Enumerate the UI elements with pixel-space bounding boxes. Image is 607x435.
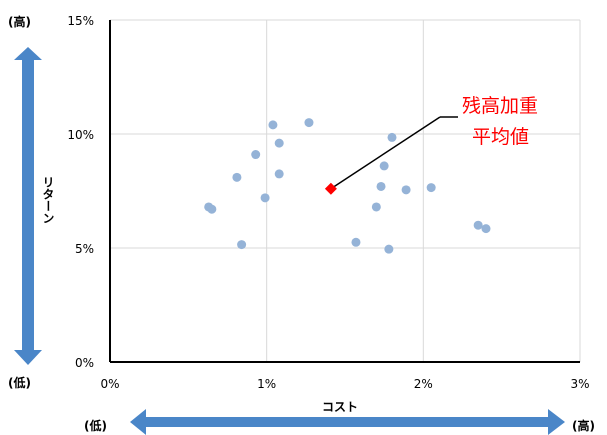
annotation-leader-line <box>333 116 441 188</box>
x-tick-label-2: 2% <box>414 377 433 391</box>
y-arrow-shape <box>14 47 42 365</box>
data-point-1 <box>207 204 217 214</box>
data-point-4 <box>251 150 261 160</box>
data-point-15 <box>387 132 397 142</box>
grid-lines <box>110 19 581 362</box>
x-axis-label: コスト <box>322 400 358 414</box>
data-point-16 <box>401 185 411 195</box>
x-tick-label-0: 0% <box>100 377 119 391</box>
data-point-19 <box>481 224 491 234</box>
y-tick-label-1: 5% <box>75 242 94 256</box>
weighted-average-point <box>324 182 337 195</box>
axes <box>109 20 580 363</box>
data-point-3 <box>237 240 247 250</box>
data-point-18 <box>473 220 483 230</box>
data-point-12 <box>376 181 386 191</box>
data-point-10 <box>351 237 361 247</box>
tick-labels: 0% 5% 10% 15% 0% 1% 2% 3% <box>67 14 589 391</box>
y-axis-label: リターン <box>41 176 55 224</box>
y-tick-label-0: 0% <box>75 356 94 370</box>
annotation-line-1: 残高加重 <box>462 95 538 117</box>
y-axis-double-arrow <box>14 47 42 365</box>
data-point-14 <box>384 244 394 254</box>
y-low-label: (低) <box>8 375 31 390</box>
x-low-label: (低) <box>84 418 107 433</box>
x-tick-label-1: 1% <box>257 377 276 391</box>
data-point-13 <box>379 161 389 171</box>
data-point-6 <box>268 120 278 130</box>
x-high-label: (高) <box>572 418 595 433</box>
annotation-line-2: 平均値 <box>472 126 529 148</box>
data-point-8 <box>274 169 284 179</box>
y-tick-label-2: 10% <box>67 128 94 142</box>
y-high-label: (高) <box>8 14 31 29</box>
x-axis-double-arrow <box>130 409 565 435</box>
data-point-9 <box>304 118 314 128</box>
x-arrow-shape <box>130 409 565 435</box>
x-tick-label-3: 3% <box>570 377 589 391</box>
data-point-7 <box>274 138 284 148</box>
data-points <box>204 118 491 254</box>
data-point-11 <box>371 202 381 212</box>
y-tick-label-3: 15% <box>67 14 94 28</box>
data-point-2 <box>232 172 242 182</box>
data-point-5 <box>260 193 270 203</box>
data-point-17 <box>426 183 436 193</box>
